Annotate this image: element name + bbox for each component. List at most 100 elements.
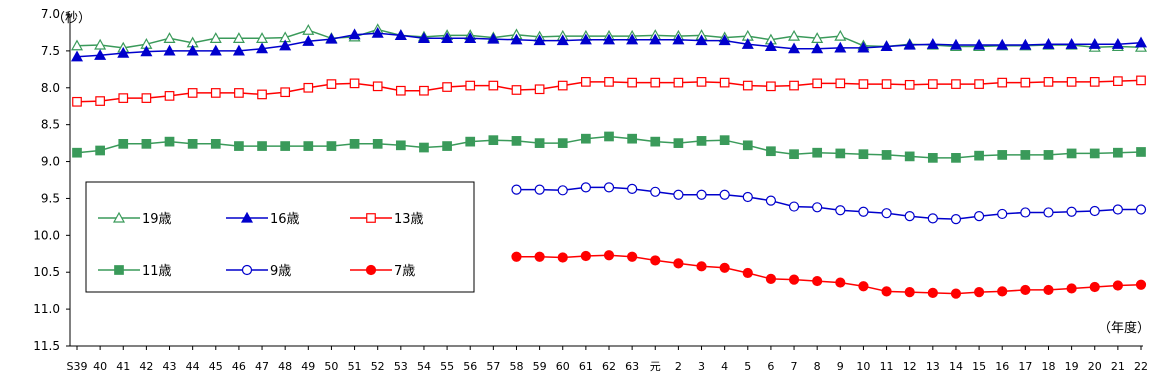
- x-tick-label: 10: [856, 360, 870, 373]
- data-point: [258, 142, 267, 151]
- x-tick-label: 22: [1134, 360, 1148, 373]
- data-point: [789, 31, 799, 40]
- x-tick-label: 51: [348, 360, 362, 373]
- data-point: [1067, 149, 1076, 158]
- x-tick-label: 21: [1111, 360, 1125, 373]
- data-point: [119, 140, 128, 149]
- data-point: [905, 152, 914, 161]
- data-point: [1137, 148, 1146, 157]
- y-tick-label: 11.0: [33, 302, 60, 316]
- x-tick-label: 45: [209, 360, 223, 373]
- data-point: [1090, 206, 1099, 215]
- data-point: [443, 83, 452, 92]
- data-point: [767, 147, 776, 156]
- data-point: [1090, 78, 1099, 87]
- data-point: [1067, 207, 1076, 216]
- data-point: [1137, 76, 1146, 85]
- data-point: [628, 134, 637, 143]
- data-point: [975, 288, 984, 297]
- data-point: [212, 89, 221, 98]
- data-point: [674, 139, 683, 148]
- data-point: [115, 266, 124, 275]
- x-tick-label: 42: [139, 360, 153, 373]
- x-tick-label: 63: [625, 360, 639, 373]
- data-point: [582, 134, 591, 143]
- data-point: [303, 25, 313, 34]
- data-point: [628, 78, 637, 87]
- data-point: [882, 151, 891, 160]
- data-point: [235, 89, 244, 98]
- data-point: [882, 209, 891, 218]
- data-point: [304, 84, 313, 93]
- x-tick-label: 56: [463, 360, 477, 373]
- data-point: [119, 94, 128, 103]
- data-point: [882, 287, 891, 296]
- data-point: [720, 78, 729, 87]
- data-point: [720, 263, 729, 272]
- data-point: [165, 92, 174, 101]
- data-point: [1114, 148, 1123, 157]
- data-point: [165, 137, 174, 146]
- x-tick-label: S39: [67, 360, 88, 373]
- data-point: [952, 80, 961, 89]
- data-point: [697, 262, 706, 271]
- x-tick-label: 59: [533, 360, 547, 373]
- x-tick-label: 60: [556, 360, 570, 373]
- data-point: [466, 137, 475, 146]
- data-point: [720, 136, 729, 145]
- x-tick-label: 2: [675, 360, 682, 373]
- data-point: [1044, 285, 1053, 294]
- data-point: [928, 288, 937, 297]
- x-tick-label: 40: [93, 360, 107, 373]
- data-point: [674, 259, 683, 268]
- x-tick-label: 6: [767, 360, 774, 373]
- data-point: [628, 184, 637, 193]
- data-point: [281, 142, 290, 151]
- data-point: [766, 274, 775, 283]
- data-point: [651, 137, 660, 146]
- series-6: [512, 251, 1146, 298]
- x-tick-label: 17: [1018, 360, 1032, 373]
- data-point: [350, 140, 359, 149]
- data-point: [929, 154, 938, 163]
- data-point: [420, 143, 429, 152]
- legend-label: 13歳: [394, 212, 424, 227]
- data-point: [489, 81, 498, 90]
- data-point: [1044, 78, 1053, 87]
- data-point: [766, 196, 775, 205]
- data-point: [243, 266, 252, 275]
- x-tick-label: 18: [1041, 360, 1055, 373]
- data-point: [998, 287, 1007, 296]
- x-tick-label: 52: [371, 360, 385, 373]
- x-tick-label: 3: [698, 360, 705, 373]
- y-tick-label: 10.5: [33, 265, 60, 279]
- data-point: [905, 288, 914, 297]
- data-point: [466, 81, 475, 90]
- data-point: [397, 86, 406, 95]
- data-point: [558, 253, 567, 262]
- data-point: [96, 97, 105, 106]
- data-point: [1044, 151, 1053, 160]
- x-tick-label: 47: [255, 360, 269, 373]
- data-point: [1137, 280, 1146, 289]
- data-point: [558, 81, 567, 90]
- data-point: [73, 148, 82, 157]
- x-tick-label: 54: [417, 360, 431, 373]
- data-point: [835, 31, 845, 40]
- data-point: [581, 251, 590, 260]
- data-point: [975, 80, 984, 89]
- data-point: [998, 151, 1007, 160]
- series-3: [73, 76, 1146, 106]
- y-tick-label: 11.5: [33, 339, 60, 353]
- x-tick-label: 7: [791, 360, 798, 373]
- data-point: [1137, 205, 1146, 214]
- data-point: [73, 98, 82, 107]
- data-point: [605, 251, 614, 260]
- y-tick-label: 9.5: [41, 191, 60, 205]
- x-tick-label: 61: [579, 360, 593, 373]
- data-point: [373, 140, 382, 149]
- data-point: [743, 192, 752, 201]
- data-point: [1067, 284, 1076, 293]
- data-point: [489, 136, 498, 145]
- data-point: [605, 183, 614, 192]
